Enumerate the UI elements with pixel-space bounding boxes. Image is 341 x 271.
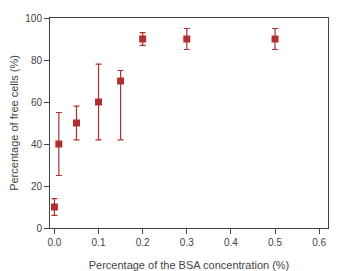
svg-text:0.3: 0.3 xyxy=(180,237,194,248)
svg-text:100: 100 xyxy=(25,13,42,24)
svg-text:40: 40 xyxy=(31,139,43,150)
svg-text:Percentage of the BSA concentr: Percentage of the BSA concentration (%) xyxy=(89,259,290,271)
svg-text:0.0: 0.0 xyxy=(47,237,61,248)
svg-text:80: 80 xyxy=(31,55,43,66)
svg-text:60: 60 xyxy=(31,97,43,108)
svg-text:0.2: 0.2 xyxy=(136,237,150,248)
svg-text:0.6: 0.6 xyxy=(312,237,326,248)
svg-text:Percentage of free cells (%): Percentage of free cells (%) xyxy=(8,55,20,191)
svg-text:0.1: 0.1 xyxy=(92,237,106,248)
svg-text:0.4: 0.4 xyxy=(224,237,238,248)
svg-text:20: 20 xyxy=(31,181,43,192)
svg-text:0.5: 0.5 xyxy=(268,237,282,248)
svg-text:0: 0 xyxy=(36,223,42,234)
